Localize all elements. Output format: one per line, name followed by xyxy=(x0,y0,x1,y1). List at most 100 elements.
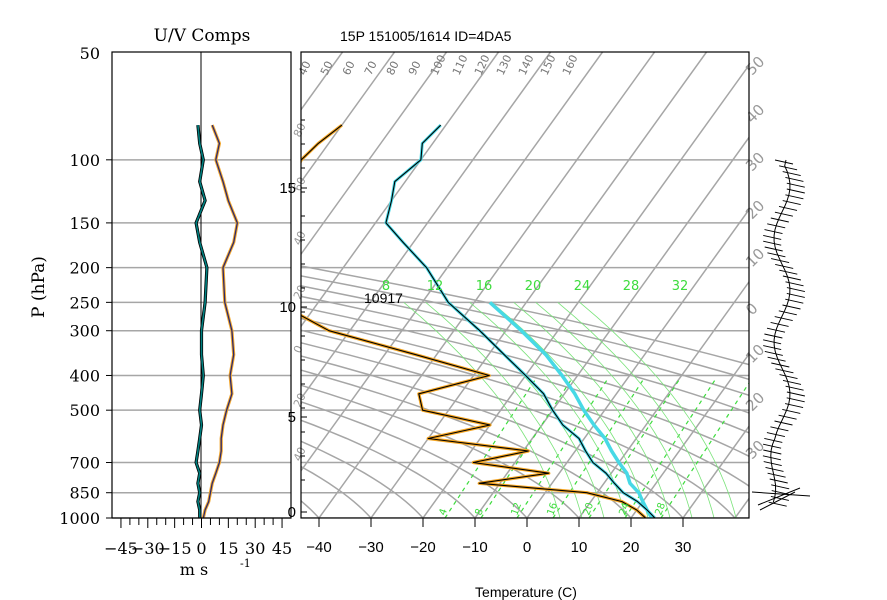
uv-x-tick-label: −30 xyxy=(131,539,165,558)
temperature-tick-label: −40 xyxy=(306,539,331,556)
isotherm xyxy=(839,52,887,518)
mixing-ratio-line xyxy=(624,379,716,518)
pressure-tick-label: 250 xyxy=(69,293,100,312)
dry-adiabat-label: 0 xyxy=(291,343,306,355)
isotherm-label-right: 10 xyxy=(742,245,768,271)
moist-adiabat-label: 8 xyxy=(473,507,486,517)
isotherm xyxy=(787,52,887,518)
isotherm-label-right: 40 xyxy=(742,101,768,127)
temperature-tick-label: 0 xyxy=(523,539,531,556)
uv-x-tick-label: 0 xyxy=(196,539,206,558)
pressure-tick-label: 850 xyxy=(69,484,100,503)
uv-panel-frame xyxy=(111,51,292,519)
moist-adiabat-label: 28 xyxy=(653,501,668,517)
mixing-ratio-line xyxy=(588,379,680,518)
skewt-grid xyxy=(0,52,887,518)
isotherm-label-right: 20 xyxy=(742,197,768,223)
isotherm xyxy=(318,52,656,518)
pressure-tick-label: 300 xyxy=(69,322,100,341)
temperature-tick-label: 10 xyxy=(571,539,588,556)
moist-adiabat-label: 16 xyxy=(545,501,560,517)
isotherm xyxy=(474,136,749,518)
isotherm xyxy=(0,52,31,518)
mixing-ratio-label: 32 xyxy=(672,279,689,294)
dry-adiabat xyxy=(301,384,580,518)
skewt-title: 15P 151005/1614 ID=4DA5 xyxy=(340,28,512,44)
height-tick-label: 0 xyxy=(288,504,296,521)
pressure-tick-label: 700 xyxy=(69,454,100,473)
temperature-tick-labels: −40 −30 −20 −10 0 10 20 30 xyxy=(306,518,691,556)
moist-adiabat-label: 20 xyxy=(581,501,596,517)
isotherm xyxy=(0,52,135,518)
skewt-panel-frame xyxy=(300,51,750,519)
pressure-height-annotation: 10917 xyxy=(364,290,403,306)
dry-adiabat-label: 40 xyxy=(291,445,309,463)
dry-adiabat xyxy=(0,52,163,518)
moist-adiabat xyxy=(425,302,583,518)
mixing-ratio-label: 12 xyxy=(427,279,444,294)
isotherm-label-top: 60 xyxy=(340,59,358,77)
uv-x-tick-label: 30 xyxy=(245,539,265,558)
isotherm-label-top: 140 xyxy=(516,53,537,78)
dry-adiabat xyxy=(301,465,372,518)
moist-adiabat-label: 24 xyxy=(617,501,632,517)
isotherm xyxy=(301,52,500,328)
uv-x-tick-label: 15 xyxy=(218,539,238,558)
mixing-ratio-label: 24 xyxy=(574,279,591,294)
uv-x-axis-label-exponent: -1 xyxy=(240,557,251,570)
moist-adiabat xyxy=(469,302,627,518)
isotherm xyxy=(301,52,552,400)
uv-x-axis-label: m s xyxy=(180,560,208,579)
moist-adiabat xyxy=(535,302,693,518)
isotherm xyxy=(301,52,344,111)
isotherm xyxy=(301,52,396,184)
temperature-tick-label: −20 xyxy=(410,539,435,556)
dry-adiabat xyxy=(0,52,111,518)
temperature-tick-label: −30 xyxy=(358,539,383,556)
dry-adiabat xyxy=(301,401,528,518)
mixing-ratio-label: 16 xyxy=(476,279,493,294)
uv-x-tick-label: −15 xyxy=(158,539,192,558)
isotherm-label-top: 70 xyxy=(362,59,380,77)
isotherm-label-right: 10 xyxy=(742,341,768,367)
isotherm xyxy=(370,52,708,518)
isotherm-label-right: 30 xyxy=(742,437,768,463)
isotherm xyxy=(578,280,749,518)
uv-components-panel: U/V Comps 100150200250300400500700850100… xyxy=(29,26,292,579)
isotherm-label-top: 130 xyxy=(494,53,515,78)
isotherm-label-top: 80 xyxy=(384,59,402,77)
wind-barb-lines xyxy=(762,159,805,507)
mixing-ratio-label: 28 xyxy=(623,279,640,294)
temperature-line xyxy=(385,124,656,518)
isotherm-label-top: 160 xyxy=(560,53,581,78)
dewpoint-line xyxy=(301,124,646,518)
parcel-line xyxy=(488,301,654,518)
sounding-series-group xyxy=(301,123,656,518)
pressure-tick-label: 400 xyxy=(69,366,100,385)
mixing-ratio-line xyxy=(480,379,572,518)
isotherm xyxy=(301,52,448,256)
dry-adiabat xyxy=(0,52,7,518)
u-component-line xyxy=(195,125,208,518)
mixing-ratio-label: 8 xyxy=(382,279,390,294)
isotherm-label-top: 150 xyxy=(538,53,559,78)
isotherm xyxy=(422,63,749,518)
dry-adiabat-label: 20 xyxy=(291,391,309,409)
isotherm xyxy=(682,425,749,518)
moist-adiabat xyxy=(579,302,737,518)
mixing-ratio-label: 20 xyxy=(525,279,542,294)
wind-barbs xyxy=(751,159,811,511)
moist-adiabat-label: 12 xyxy=(509,501,524,517)
dry-adiabat-label: 60 xyxy=(291,175,309,193)
isotherm-label-top: 40 xyxy=(296,59,314,77)
moist-adiabat-label: 4 xyxy=(437,507,450,517)
isotherm xyxy=(630,352,749,518)
dry-adiabat xyxy=(301,329,749,487)
uv-y-axis-label: P (hPa) xyxy=(29,256,49,318)
pressure-label-top: 50 xyxy=(80,44,100,63)
isotherm-label-right: 50 xyxy=(742,53,768,79)
dry-adiabat xyxy=(301,355,684,518)
dry-adiabat-label: 80 xyxy=(291,121,309,139)
dry-adiabat xyxy=(301,306,749,434)
isotherm-label-top: 110 xyxy=(450,53,471,78)
